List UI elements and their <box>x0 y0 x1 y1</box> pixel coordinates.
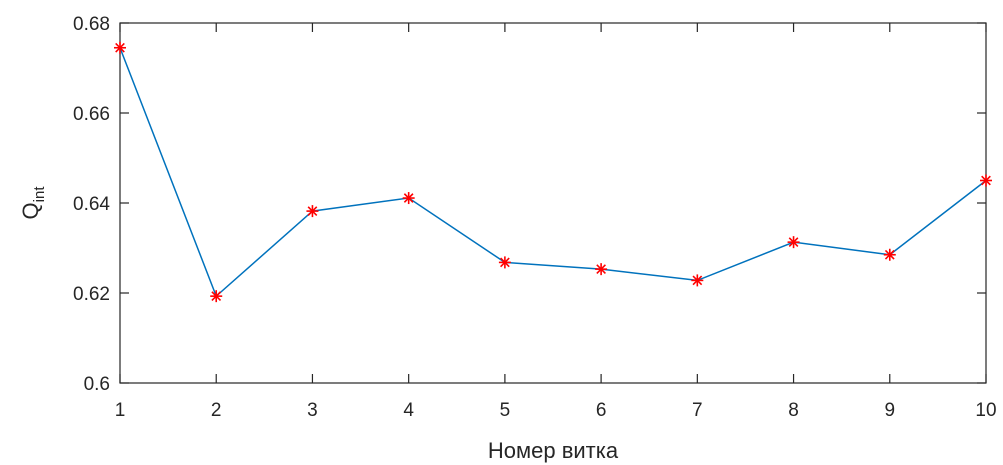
y-tick-label: 0.64 <box>73 194 110 215</box>
series-line <box>119 47 987 298</box>
y-axis-label-main: Q <box>18 202 43 219</box>
series-layer <box>114 41 992 303</box>
x-tick-label: 7 <box>692 400 703 421</box>
y-tick-label: 0.68 <box>73 14 110 35</box>
y-axis: 0.6 0.62 0.64 0.66 0.68 <box>73 14 986 395</box>
data-point <box>691 274 704 287</box>
x-tick-label: 4 <box>403 400 414 421</box>
x-tick-label: 5 <box>500 400 511 421</box>
y-tick-label: 0.6 <box>84 374 110 395</box>
plot-area <box>119 22 987 384</box>
x-tick-label: 9 <box>884 400 895 421</box>
data-point <box>787 236 800 249</box>
y-axis-label-subscript: int <box>31 186 48 203</box>
x-tick-label: 10 <box>975 400 996 421</box>
y-tick-label: 0.62 <box>73 284 110 305</box>
x-tick-label: 2 <box>211 400 222 421</box>
x-tick-label: 6 <box>596 400 607 421</box>
svg-text:Qint: Qint <box>18 186 48 220</box>
x-axis: 1 2 3 4 5 6 7 8 9 10 <box>115 23 997 421</box>
x-tick-label: 3 <box>307 400 318 421</box>
data-point <box>402 192 415 205</box>
x-axis-label: Номер витка <box>488 438 619 463</box>
x-tick-label: 1 <box>115 400 126 421</box>
y-axis-label: Qint <box>18 186 48 220</box>
data-point <box>306 205 319 218</box>
data-point <box>980 174 992 187</box>
data-point <box>114 41 126 54</box>
x-tick-label: 8 <box>788 400 799 421</box>
y-tick-label: 0.66 <box>73 104 110 125</box>
data-point <box>595 263 608 276</box>
data-point <box>498 256 511 269</box>
data-point <box>210 290 223 303</box>
data-point <box>883 248 896 261</box>
